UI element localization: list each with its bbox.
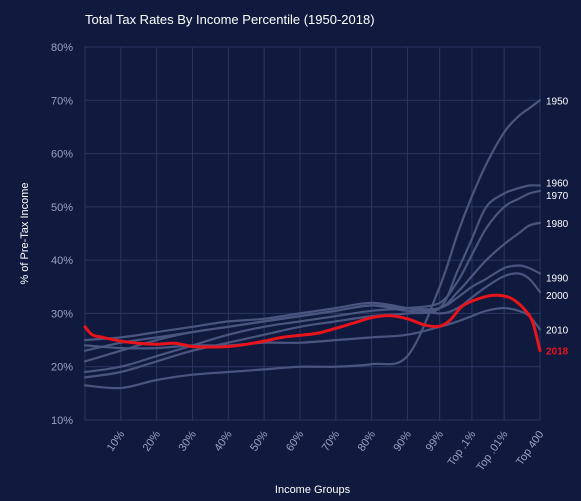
series-label-1960: 1960 (546, 179, 569, 190)
x-tick-label: 60% (284, 429, 307, 454)
series-line-2018 (83, 293, 542, 353)
y-tick-label: 20% (51, 362, 73, 374)
x-tick-label: 70% (320, 429, 343, 454)
series-label-1980: 1980 (546, 219, 569, 230)
series-label-2000: 2000 (546, 291, 569, 302)
series-label-2010: 2010 (546, 325, 569, 336)
series-label-1950: 1950 (546, 96, 569, 107)
x-tick-label: 99% (424, 429, 447, 454)
x-tick-label: 40% (212, 429, 235, 454)
x-tick-label: Top .01% (474, 429, 510, 474)
series-line-1950 (83, 99, 542, 390)
y-tick-label: 10% (51, 415, 73, 427)
x-tick-label: 20% (141, 429, 164, 454)
series-line-2000 (83, 272, 542, 342)
x-tick-label: 50% (248, 429, 271, 454)
series-label-1970: 1970 (546, 191, 569, 202)
x-tick-label: 80% (356, 429, 379, 454)
y-tick-label: 30% (51, 308, 73, 320)
x-tick-label: Top .1% (446, 429, 479, 469)
x-axis-title: Income Groups (275, 484, 351, 496)
x-tick-label: Top 400 (514, 429, 546, 468)
y-tick-label: 40% (51, 255, 73, 267)
series-label-1990: 1990 (546, 273, 569, 284)
series-line-1990 (83, 264, 542, 352)
series-label-2018: 2018 (546, 347, 569, 358)
y-tick-label: 60% (51, 149, 73, 161)
x-tick-label: 30% (176, 429, 199, 454)
x-tick-label: 10% (105, 429, 128, 454)
x-tick-label: 90% (391, 429, 414, 454)
chart-title: Total Tax Rates By Income Percentile (19… (85, 12, 375, 27)
y-tick-label: 50% (51, 202, 73, 214)
y-axis-title: % of Pre-Tax Income (19, 182, 31, 284)
y-tick-label: 80% (51, 42, 73, 54)
y-tick-label: 70% (51, 95, 73, 107)
